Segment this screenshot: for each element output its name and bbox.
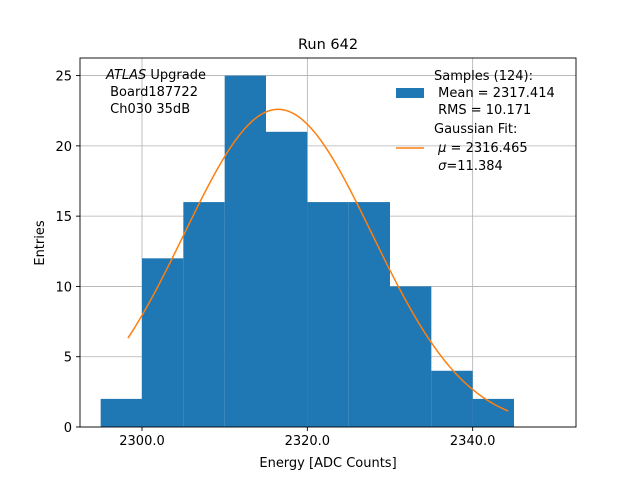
legend: Samples (124): Mean = 2317.414 RMS = 10.… — [396, 69, 555, 174]
sigma-symbol: σ — [438, 159, 447, 174]
legend-fit-sigma: σ=11.384 — [434, 159, 503, 174]
annotation-channel: Ch030 35dB — [106, 102, 190, 117]
legend-fit-title: Gaussian Fit: — [434, 122, 517, 137]
chart-title: Run 642 — [298, 37, 358, 53]
histogram-bar — [100, 398, 142, 427]
histogram-bar — [431, 370, 473, 427]
histogram-bar — [142, 258, 184, 427]
legend-samples-rms: RMS = 10.171 — [434, 103, 531, 118]
mu-symbol: μ — [437, 141, 446, 156]
x-axis-ticks: 2300.0 2320.0 2340.0 — [119, 427, 495, 449]
y-axis-ticks: 0 5 10 15 20 25 — [55, 70, 80, 436]
atlas-label: ATLAS — [105, 68, 146, 83]
histogram-bar — [348, 202, 390, 427]
histogram-bar — [224, 75, 266, 428]
x-tick-label: 2300.0 — [119, 434, 165, 449]
y-tick-label: 20 — [55, 140, 72, 155]
gaussian-fit-curve — [127, 108, 509, 412]
detector-annotation: ATLAS Upgrade Board187722 Ch030 35dB — [105, 68, 206, 117]
mu-value: = 2316.465 — [446, 141, 527, 156]
histogram-bars — [100, 75, 514, 428]
legend-samples-title: Samples (124): — [434, 69, 533, 84]
annotation-board: Board187722 — [106, 85, 198, 100]
y-tick-label: 25 — [55, 70, 72, 85]
sigma-value: =11.384 — [446, 159, 502, 174]
x-tick-label: 2340.0 — [450, 434, 496, 449]
y-tick-label: 0 — [64, 421, 72, 436]
y-tick-label: 5 — [64, 351, 72, 366]
y-tick-label: 15 — [55, 210, 72, 225]
legend-samples-mean: Mean = 2317.414 — [434, 86, 555, 101]
x-axis-label: Energy [ADC Counts] — [259, 456, 396, 471]
histogram-bar — [307, 202, 349, 427]
plot-frame — [79, 57, 577, 428]
legend-samples-swatch — [396, 88, 424, 98]
y-axis-label: Entries — [33, 220, 48, 266]
histogram-bar — [183, 202, 225, 427]
y-tick-label: 10 — [55, 280, 72, 295]
annotation-line-1: ATLAS Upgrade — [105, 68, 206, 83]
x-tick-label: 2320.0 — [285, 434, 331, 449]
histogram-bar — [390, 286, 432, 427]
legend-fit-mu: μ = 2316.465 — [434, 141, 528, 156]
upgrade-label: Upgrade — [146, 68, 206, 83]
histogram-bar — [266, 131, 308, 428]
